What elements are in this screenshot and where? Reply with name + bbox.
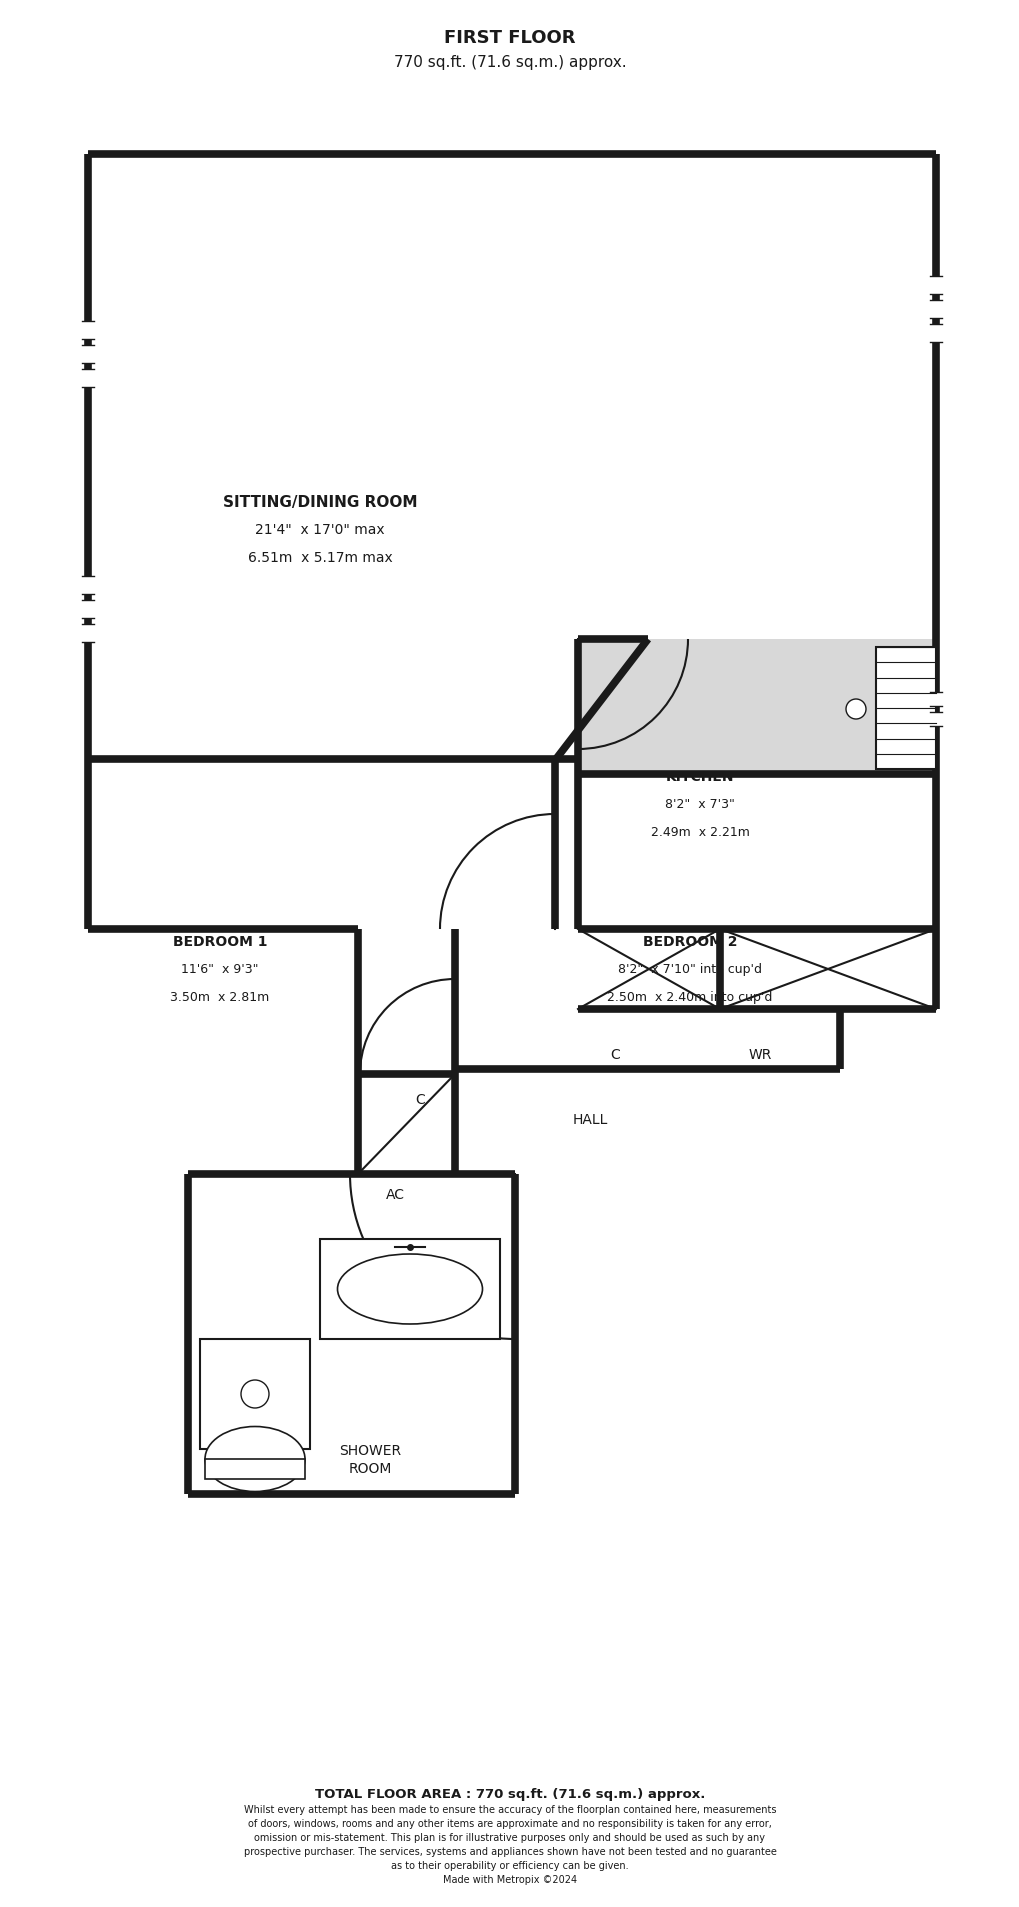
Bar	[875, 648, 935, 770]
Bar	[929, 713, 942, 727]
Text: 2.49m  x 2.21m: 2.49m x 2.21m	[650, 826, 749, 839]
Bar	[82, 370, 94, 387]
Text: KITCHEN: KITCHEN	[665, 770, 734, 784]
Text: SHOWER
ROOM: SHOWER ROOM	[338, 1444, 400, 1474]
Text: 3.50m  x 2.81m: 3.50m x 2.81m	[170, 992, 269, 1003]
Text: 770 sq.ft. (71.6 sq.m.) approx.: 770 sq.ft. (71.6 sq.m.) approx.	[393, 55, 626, 69]
Text: BEDROOM 2: BEDROOM 2	[642, 934, 737, 948]
Bar	[205, 1459, 305, 1480]
Text: SITTING/DINING ROOM: SITTING/DINING ROOM	[222, 494, 417, 509]
Bar	[82, 601, 94, 618]
Text: WR: WR	[748, 1047, 771, 1062]
Bar	[929, 301, 942, 318]
Text: HALL: HALL	[572, 1112, 607, 1127]
Bar	[929, 324, 942, 343]
Text: BEDROOM 1: BEDROOM 1	[172, 934, 267, 948]
Text: 6.51m  x 5.17m max: 6.51m x 5.17m max	[248, 551, 392, 564]
Bar	[578, 639, 935, 774]
Circle shape	[845, 700, 865, 719]
Bar	[929, 277, 942, 296]
Circle shape	[240, 1381, 269, 1407]
Text: FIRST FLOOR: FIRST FLOOR	[444, 29, 575, 48]
Text: 8'2"  x 7'10" into cup'd: 8'2" x 7'10" into cup'd	[618, 963, 761, 976]
Bar	[320, 1240, 499, 1339]
Bar	[82, 322, 94, 339]
Bar	[929, 692, 942, 707]
Text: TOTAL FLOOR AREA : 770 sq.ft. (71.6 sq.m.) approx.: TOTAL FLOOR AREA : 770 sq.ft. (71.6 sq.m…	[315, 1787, 704, 1800]
Text: C: C	[415, 1093, 425, 1106]
Text: Whilst every attempt has been made to ensure the accuracy of the floorplan conta: Whilst every attempt has been made to en…	[244, 1804, 775, 1884]
Text: C: C	[609, 1047, 620, 1062]
Text: 21'4"  x 17'0" max: 21'4" x 17'0" max	[255, 523, 384, 536]
Text: 11'6"  x 9'3": 11'6" x 9'3"	[181, 963, 259, 976]
Text: 8'2"  x 7'3": 8'2" x 7'3"	[664, 799, 735, 810]
Bar	[200, 1339, 310, 1449]
Ellipse shape	[205, 1426, 305, 1491]
Text: 2.50m  x 2.40m into cup'd: 2.50m x 2.40m into cup'd	[606, 992, 772, 1003]
Bar	[82, 345, 94, 364]
Bar	[82, 576, 94, 595]
Ellipse shape	[337, 1255, 482, 1323]
Text: AC: AC	[385, 1188, 405, 1201]
Bar	[82, 625, 94, 643]
